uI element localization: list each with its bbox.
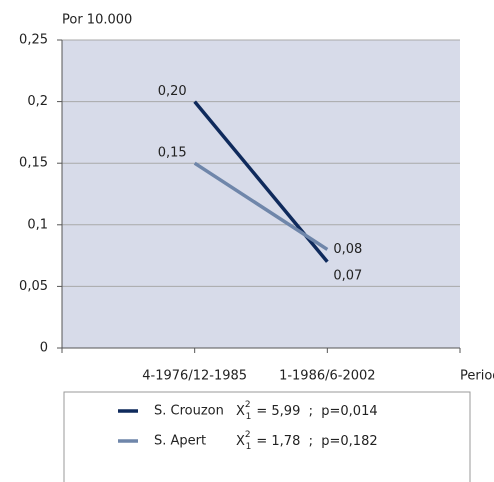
stat-sup: 2 — [245, 400, 251, 410]
plot-area — [62, 40, 460, 348]
stat-text: = 1,78 ; p=0,182 — [256, 434, 377, 449]
value-label: 0,08 — [333, 242, 362, 257]
stat-sub: 1 — [246, 412, 252, 422]
x-axis-label: Periodos — [460, 369, 494, 384]
x-tick-label: 1-1986/6-2002 — [279, 369, 375, 384]
series-line — [193, 161, 329, 251]
x-tick-label: 4-1976/12-1985 — [142, 369, 247, 384]
stat-sub: 1 — [246, 442, 252, 452]
y-tick-label: 0,15 — [19, 156, 48, 171]
value-label: 0,15 — [158, 146, 187, 161]
y-axis-label: Por 10.000 — [62, 13, 132, 28]
stat-text: = 5,99 ; p=0,014 — [256, 404, 377, 419]
stat-sup: 2 — [245, 430, 251, 440]
legend-stat: X2 1 = 5,99 ; p=0,014 — [236, 400, 378, 422]
value-label: 0,07 — [333, 268, 362, 283]
legend-stat: X2 1 = 1,78 ; p=0,182 — [236, 430, 378, 452]
legend-box — [63, 391, 471, 482]
legend-label: S. Crouzon — [154, 404, 224, 419]
value-label: 0,20 — [158, 84, 187, 99]
y-tick-label: 0,2 — [27, 94, 48, 109]
stat-symbol: X — [236, 404, 245, 419]
y-tick-label: 0,05 — [19, 279, 48, 294]
stat-symbol: X — [236, 434, 245, 449]
legend-label: S. Apert — [154, 434, 206, 449]
y-tick-label: 0,25 — [19, 33, 48, 48]
y-tick-label: 0 — [40, 341, 48, 356]
y-tick-label: 0,1 — [27, 217, 48, 232]
